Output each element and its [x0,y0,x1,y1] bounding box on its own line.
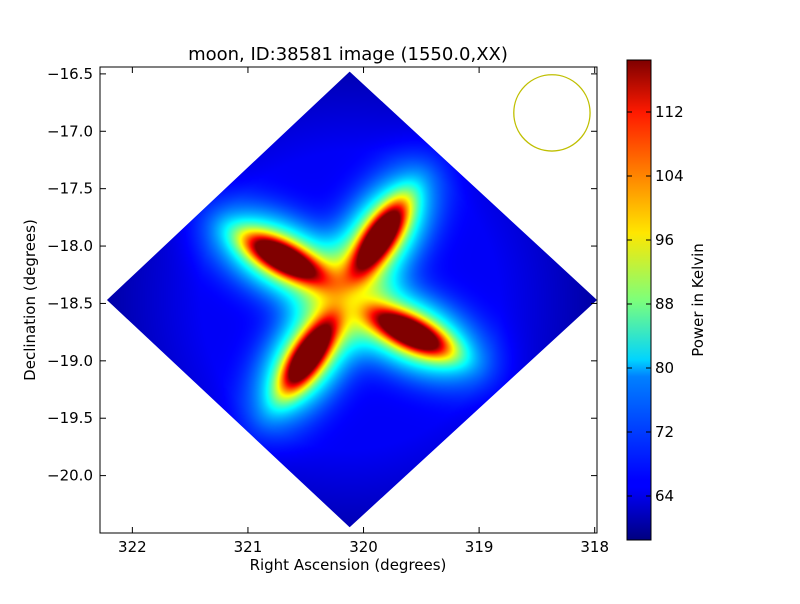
y-axis-label: Declination (degrees) [21,219,39,381]
x-tick-label: 322 [118,538,147,556]
heatmap-image [106,71,597,528]
colorbar-tick-label: 112 [655,103,684,121]
colorbar-tick-label: 104 [655,167,684,185]
heatmap-raster [106,71,597,528]
x-tick-label: 321 [234,538,263,556]
y-axis-ticks: −16.5 −17.0 −17.5 −18.0 −18.5 −19.0 −19.5 −20.0 [47,65,597,485]
colorbar [626,59,652,541]
colorbar-tick-label: 96 [655,231,674,249]
x-tick-label: 320 [349,538,378,556]
colorbar-tick-label: 88 [655,295,674,313]
y-tick-label: −18.5 [47,294,93,312]
x-tick-label: 319 [465,538,494,556]
y-tick-label: −17.5 [47,180,93,198]
colorbar-label: Power in Kelvin [689,243,707,357]
plot-frame [99,66,598,534]
beam-circle [513,74,591,152]
y-tick-label: −19.0 [47,352,93,370]
y-tick-label: −19.5 [47,409,93,427]
x-axis-label: Right Ascension (degrees) [250,556,447,574]
colorbar-tick-label: 64 [655,487,674,505]
chart-title: moon, ID:38581 image (1550.0,XX) [188,44,508,65]
y-tick-label: −17.0 [47,122,93,140]
y-tick-label: −18.0 [47,237,93,255]
colorbar-tick-label: 72 [655,423,674,441]
colorbar-tick-label: 80 [655,359,674,377]
colorbar-ticks: 64 72 80 88 96 104 112 [627,103,684,505]
y-tick-label: −16.5 [47,65,93,83]
x-axis-ticks: 322 321 320 319 318 [118,67,609,556]
y-tick-label: −20.0 [47,467,93,485]
x-tick-label: 318 [580,538,609,556]
